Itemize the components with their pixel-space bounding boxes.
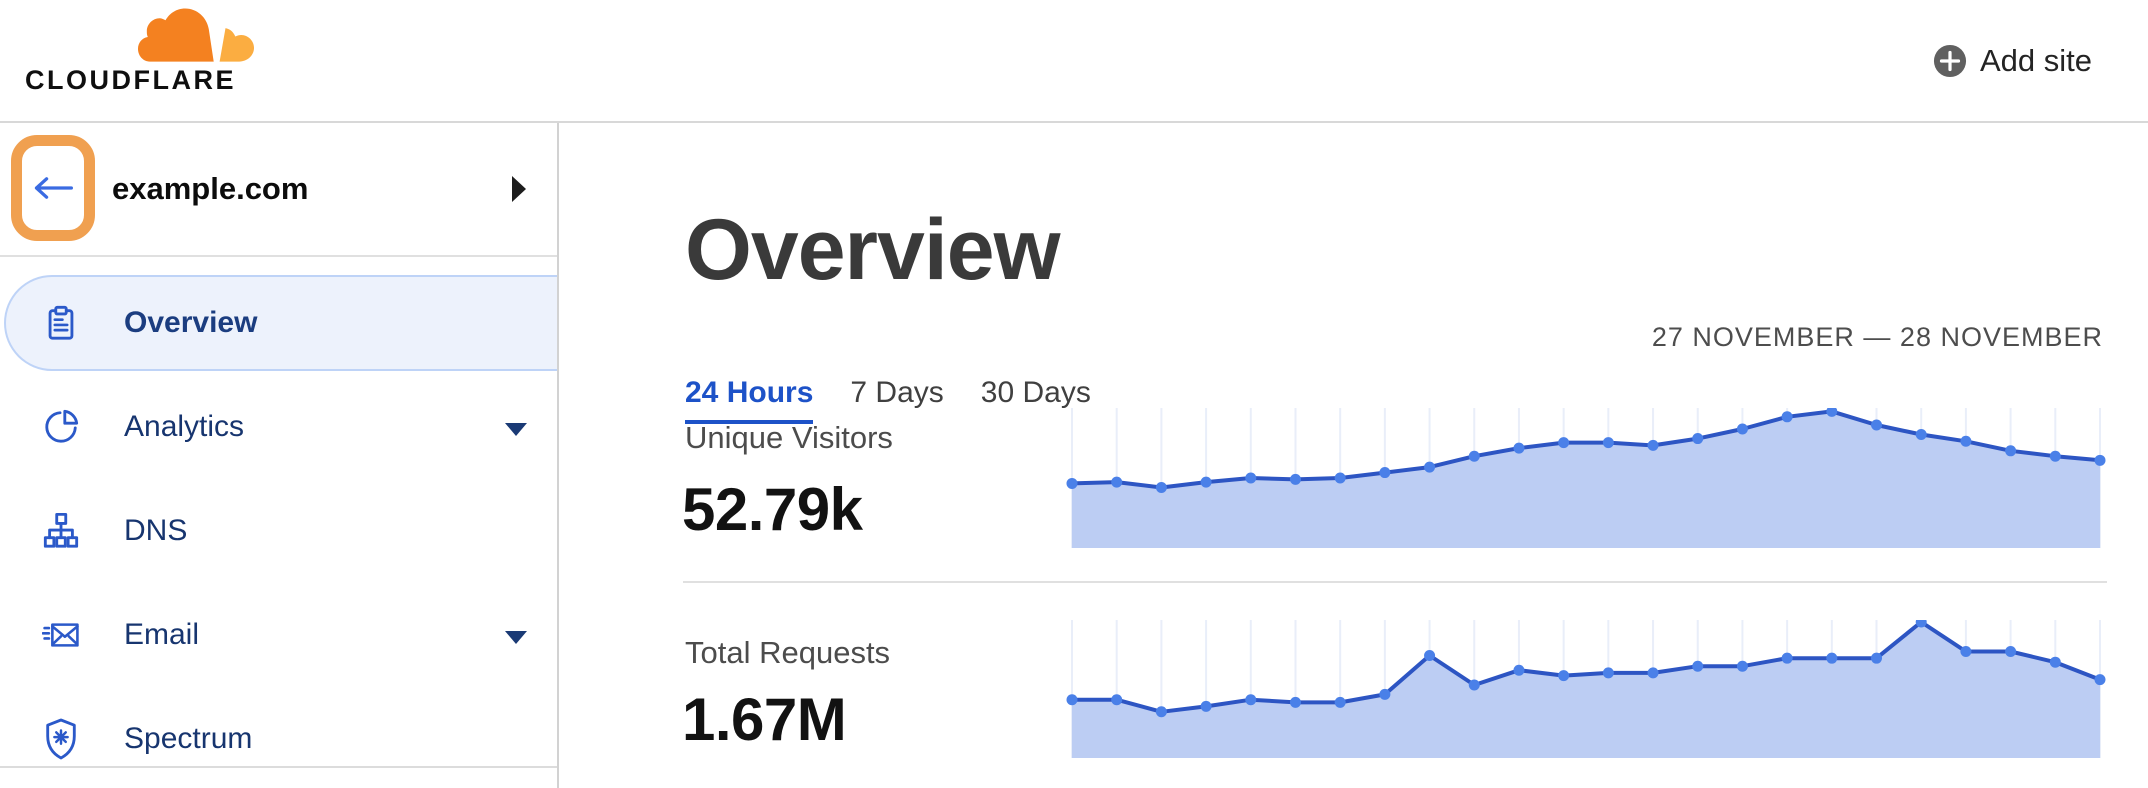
metric-value-unique-visitors: 52.79k xyxy=(682,476,863,543)
sidebar-item-label: Analytics xyxy=(124,410,245,443)
sidebar-item-email[interactable]: Email xyxy=(4,587,557,683)
cloudflare-cloud-icon xyxy=(137,8,255,62)
metric-value-total-requests: 1.67M xyxy=(682,686,847,753)
unique-visitors-chart[interactable] xyxy=(1066,408,2106,548)
dns-tree-icon xyxy=(42,509,80,553)
metric-label-total-requests: Total Requests xyxy=(685,635,891,670)
sidebar-item-label: Email xyxy=(124,618,200,651)
sidebar-item-dns[interactable]: DNS xyxy=(4,483,557,579)
email-icon xyxy=(42,613,80,657)
tab-7-days[interactable]: 7 Days xyxy=(850,376,944,409)
sidebar-bottom-divider xyxy=(0,766,557,768)
sidebar-menu: Overview Analytics xyxy=(0,275,557,788)
sidebar-item-overview[interactable]: Overview xyxy=(4,275,557,371)
site-selector-row: example.com xyxy=(0,123,557,257)
sidebar-item-label: DNS xyxy=(124,514,188,547)
site-name[interactable]: example.com xyxy=(112,171,309,206)
click-highlight xyxy=(11,135,95,241)
time-range-tabs: 24 Hours 7 Days 30 Days xyxy=(685,376,1091,424)
sidebar-item-label: Spectrum xyxy=(124,722,253,755)
cloudflare-wordmark: CLOUDFLARE xyxy=(25,65,236,95)
top-header: CLOUDFLARE Add site xyxy=(0,0,2148,123)
section-divider xyxy=(683,581,2107,583)
caret-down-icon[interactable] xyxy=(505,631,527,644)
cloudflare-logo[interactable]: CLOUDFLARE xyxy=(25,8,261,96)
back-button[interactable] xyxy=(32,177,74,199)
pie-chart-icon xyxy=(42,405,80,449)
sidebar-item-analytics[interactable]: Analytics xyxy=(4,379,557,475)
tab-24-hours[interactable]: 24 Hours xyxy=(685,376,814,424)
sidebar: example.com Overview xyxy=(0,123,559,788)
shield-icon xyxy=(42,717,80,761)
sidebar-item-spectrum[interactable]: Spectrum xyxy=(4,691,557,787)
add-site-button[interactable]: Add site xyxy=(1933,0,2092,121)
clipboard-icon xyxy=(42,301,80,345)
caret-down-icon[interactable] xyxy=(505,423,527,436)
add-site-label: Add site xyxy=(1979,42,2092,78)
chevron-right-icon[interactable] xyxy=(512,176,526,202)
main-content: Overview 24 Hours 7 Days 30 Days 27 NOVE… xyxy=(559,123,2148,788)
page-title: Overview xyxy=(685,202,1060,298)
back-arrow-icon xyxy=(34,177,73,199)
date-range-label: 27 NOVEMBER — 28 NOVEMBER xyxy=(1651,322,2103,352)
total-requests-chart[interactable] xyxy=(1066,620,2106,758)
plus-circle-icon xyxy=(1933,44,1967,77)
tab-30-days[interactable]: 30 Days xyxy=(980,376,1091,409)
sidebar-item-label: Overview xyxy=(124,306,258,339)
metric-label-unique-visitors: Unique Visitors xyxy=(685,420,893,455)
